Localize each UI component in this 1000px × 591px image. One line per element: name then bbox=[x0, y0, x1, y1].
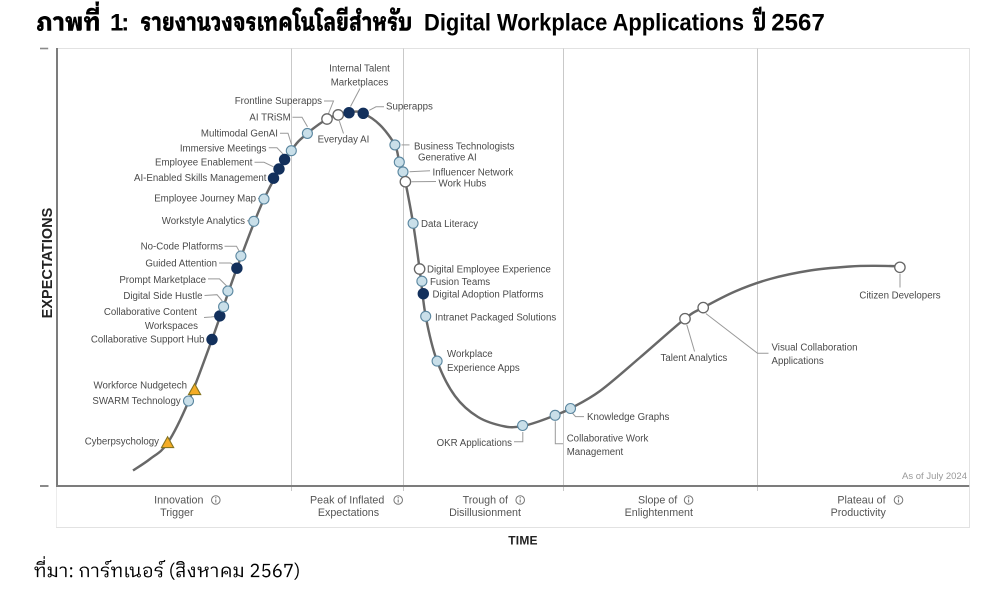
svg-text:Talent Analytics: Talent Analytics bbox=[661, 353, 728, 364]
svg-text:Applications: Applications bbox=[772, 356, 824, 367]
svg-text:Workforce Nudgetech: Workforce Nudgetech bbox=[93, 381, 187, 392]
svg-text:Guided Attention: Guided Attention bbox=[145, 259, 217, 270]
svg-text:SWARM Technology: SWARM Technology bbox=[92, 396, 180, 407]
svg-text:Slope of: Slope of bbox=[638, 494, 677, 506]
svg-text:Experience Apps: Experience Apps bbox=[447, 363, 520, 374]
svg-text:AI-Enabled Skills Management: AI-Enabled Skills Management bbox=[134, 173, 267, 184]
svg-text:Everyday AI: Everyday AI bbox=[318, 135, 370, 146]
svg-text:Intranet Packaged Solutions: Intranet Packaged Solutions bbox=[435, 313, 556, 324]
svg-text:Productivity: Productivity bbox=[831, 507, 887, 519]
svg-text:Collaborative Work: Collaborative Work bbox=[567, 433, 649, 444]
svg-text:Digital Employee Experience: Digital Employee Experience bbox=[427, 265, 551, 276]
svg-text:Superapps: Superapps bbox=[386, 101, 433, 112]
svg-text:Visual Collaboration: Visual Collaboration bbox=[772, 342, 858, 353]
svg-text:Business Technologists: Business Technologists bbox=[414, 141, 515, 152]
svg-text:Immersive Meetings: Immersive Meetings bbox=[180, 144, 267, 155]
svg-text:Employee Journey Map: Employee Journey Map bbox=[154, 194, 256, 205]
svg-text:Generative AI: Generative AI bbox=[418, 153, 477, 164]
svg-text:Citizen Developers: Citizen Developers bbox=[859, 291, 940, 302]
svg-text:Collaborative Content: Collaborative Content bbox=[104, 307, 197, 318]
svg-text:Data Literacy: Data Literacy bbox=[421, 219, 478, 230]
svg-text:Innovation: Innovation bbox=[154, 494, 203, 506]
svg-text:Marketplaces: Marketplaces bbox=[331, 78, 389, 89]
svg-text:Digital Workplace Applications: Digital Workplace Applications bbox=[424, 10, 744, 37]
svg-text:Fusion Teams: Fusion Teams bbox=[430, 277, 490, 288]
svg-text:TIME: TIME bbox=[508, 533, 537, 547]
svg-text:Cyberpsychology: Cyberpsychology bbox=[85, 437, 159, 448]
svg-text:EXPECTATIONS: EXPECTATIONS bbox=[40, 207, 56, 318]
svg-text:Disillusionment: Disillusionment bbox=[449, 507, 521, 519]
svg-text:Knowledge Graphs: Knowledge Graphs bbox=[587, 412, 670, 423]
svg-text:Multimodal GenAI: Multimodal GenAI bbox=[201, 129, 278, 140]
svg-text:Management: Management bbox=[567, 447, 624, 458]
svg-text:OKR Applications: OKR Applications bbox=[437, 438, 513, 449]
svg-text:Influencer Network: Influencer Network bbox=[433, 167, 514, 178]
svg-text:Collaborative Support Hub: Collaborative Support Hub bbox=[91, 334, 205, 345]
svg-text:Internal Talent: Internal Talent bbox=[329, 64, 390, 75]
svg-text:1:: 1: bbox=[110, 10, 129, 37]
svg-text:Work Hubs: Work Hubs bbox=[439, 178, 487, 189]
svg-text:Enlightenment: Enlightenment bbox=[625, 507, 693, 519]
svg-text:Workplace: Workplace bbox=[447, 349, 493, 360]
svg-text:Digital Side Hustle: Digital Side Hustle bbox=[123, 291, 202, 302]
svg-text:As of July 2024: As of July 2024 bbox=[902, 471, 967, 482]
svg-text:Trigger: Trigger bbox=[160, 507, 194, 519]
svg-text:Trough of: Trough of bbox=[463, 494, 508, 506]
svg-text:Digital Adoption Platforms: Digital Adoption Platforms bbox=[433, 290, 544, 301]
svg-text:Employee Enablement: Employee Enablement bbox=[155, 157, 253, 168]
svg-text:Plateau of: Plateau of bbox=[837, 494, 885, 506]
svg-text:Prompt Marketplace: Prompt Marketplace bbox=[119, 275, 206, 286]
svg-text:AI TRiSM: AI TRiSM bbox=[249, 113, 290, 124]
svg-text:Frontline Superapps: Frontline Superapps bbox=[235, 96, 322, 107]
svg-text:Workspaces: Workspaces bbox=[145, 321, 198, 332]
svg-text:Workstyle Analytics: Workstyle Analytics bbox=[162, 216, 245, 227]
svg-text:Expectations: Expectations bbox=[318, 507, 379, 519]
svg-text:2567: 2567 bbox=[771, 10, 825, 37]
svg-text:No-Code Platforms: No-Code Platforms bbox=[141, 242, 224, 253]
svg-text:Peak of Inflated: Peak of Inflated bbox=[310, 494, 384, 506]
